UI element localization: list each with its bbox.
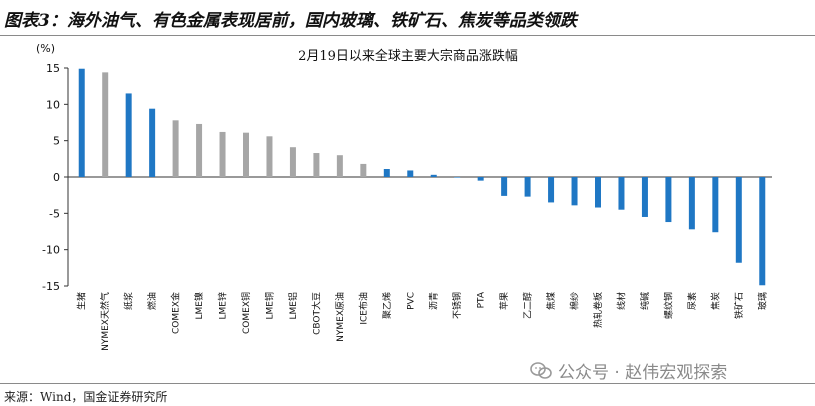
watermark: 公众号 · 赵伟宏观探索 [530, 358, 727, 383]
category-label: LME镍 [193, 292, 205, 319]
bar [336, 155, 343, 177]
figure-title: 图表3：海外油气、有色金属表现居前，国内玻璃、铁矿石、焦炭等品类领跌 [4, 11, 577, 31]
bar [172, 120, 179, 177]
category-label: 乙二醇 [522, 292, 534, 319]
bar [688, 177, 695, 230]
category-label: 纸浆 [123, 292, 135, 310]
bar [618, 177, 625, 210]
bar [196, 123, 203, 177]
bottom-divider [0, 383, 815, 384]
category-label: 生猪 [76, 292, 88, 310]
source-note: 来源：Wind，国金证券研究所 [4, 390, 168, 404]
category-label: 铁矿石 [733, 292, 745, 319]
category-label: 纯碱 [639, 292, 651, 310]
bar [243, 132, 249, 177]
category-label: 热轧卷板 [592, 292, 604, 328]
category-label: NYMEX天然气 [99, 292, 111, 351]
bar [360, 163, 367, 177]
chart-title: 2月19日以来全球主要大宗商品涨跌幅 [298, 48, 518, 64]
bar [78, 68, 85, 177]
y-tick-label: 15 [46, 62, 60, 75]
category-label: 焦煤 [545, 292, 557, 310]
bar [102, 72, 109, 177]
bars-group [78, 68, 766, 286]
category-label: 棉纱 [569, 292, 581, 310]
bar [407, 170, 414, 177]
category-label: PVC [406, 292, 416, 310]
bar [430, 174, 437, 177]
y-tick-label: -15 [42, 280, 60, 293]
y-tick-label: 10 [46, 98, 60, 111]
bar [759, 177, 766, 286]
y-tick-label: 0 [53, 171, 60, 184]
category-label: LME铜 [263, 292, 275, 319]
bar [524, 177, 531, 197]
category-label: COMEX金 [170, 292, 182, 334]
category-label: ICE布油 [357, 292, 369, 325]
category-label: 苹果 [498, 292, 510, 310]
category-label: 沥青 [428, 292, 440, 310]
category-label: 聚乙烯 [381, 292, 393, 319]
bar [219, 131, 226, 177]
bar [735, 177, 742, 263]
bar [149, 108, 156, 177]
bar [313, 153, 320, 177]
bar [125, 93, 132, 177]
bar [477, 177, 484, 181]
category-label: 尿素 [686, 292, 698, 310]
bar [712, 177, 719, 233]
y-axis-unit-label: (%) [36, 42, 55, 55]
bar [665, 177, 672, 223]
category-label: 螺纹钢 [662, 292, 674, 319]
bar [641, 177, 648, 217]
category-label: NYMEX原油 [334, 292, 346, 342]
category-label: 焦炭 [709, 292, 721, 310]
bar [571, 177, 578, 206]
y-axis: 15 10 5 0 -5 -10 -15 [42, 62, 772, 293]
category-label: CBOT大豆 [310, 292, 322, 335]
category-label: 燃油 [146, 292, 158, 310]
category-label: PTA [477, 291, 487, 308]
bar [383, 169, 390, 177]
category-label: COMEX铜 [240, 292, 252, 334]
category-label: LME铝 [287, 292, 299, 319]
bar [501, 177, 508, 196]
watermark-text: 公众号 · 赵伟宏观探索 [558, 363, 728, 383]
y-tick-label: -10 [42, 244, 60, 257]
bar [548, 177, 555, 203]
category-label: 不锈钢 [451, 292, 463, 319]
bar [266, 136, 273, 177]
y-tick-label: -5 [49, 207, 60, 220]
category-label: LME锌 [217, 292, 229, 319]
bar [289, 147, 296, 177]
category-label: 玻璃 [756, 292, 768, 310]
top-divider [0, 35, 815, 36]
y-tick-label: 5 [53, 135, 60, 148]
bar [454, 177, 461, 178]
category-label: 线材 [615, 292, 627, 310]
wechat-icon [530, 361, 552, 379]
bar-chart: 2月19日以来全球主要大宗商品涨跌幅 (%) 15 10 5 0 -5 -10 -15 生猪… [36, 42, 772, 351]
bar [595, 177, 601, 208]
category-labels: 生猪 NYMEX天然气 纸浆 燃油 COMEX金 LME镍 LME锌 COMEX铜 LME铜 LM… [76, 291, 769, 351]
